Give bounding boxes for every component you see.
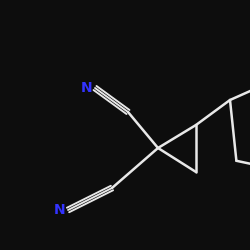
Text: N: N xyxy=(54,203,66,217)
Text: N: N xyxy=(81,81,93,95)
